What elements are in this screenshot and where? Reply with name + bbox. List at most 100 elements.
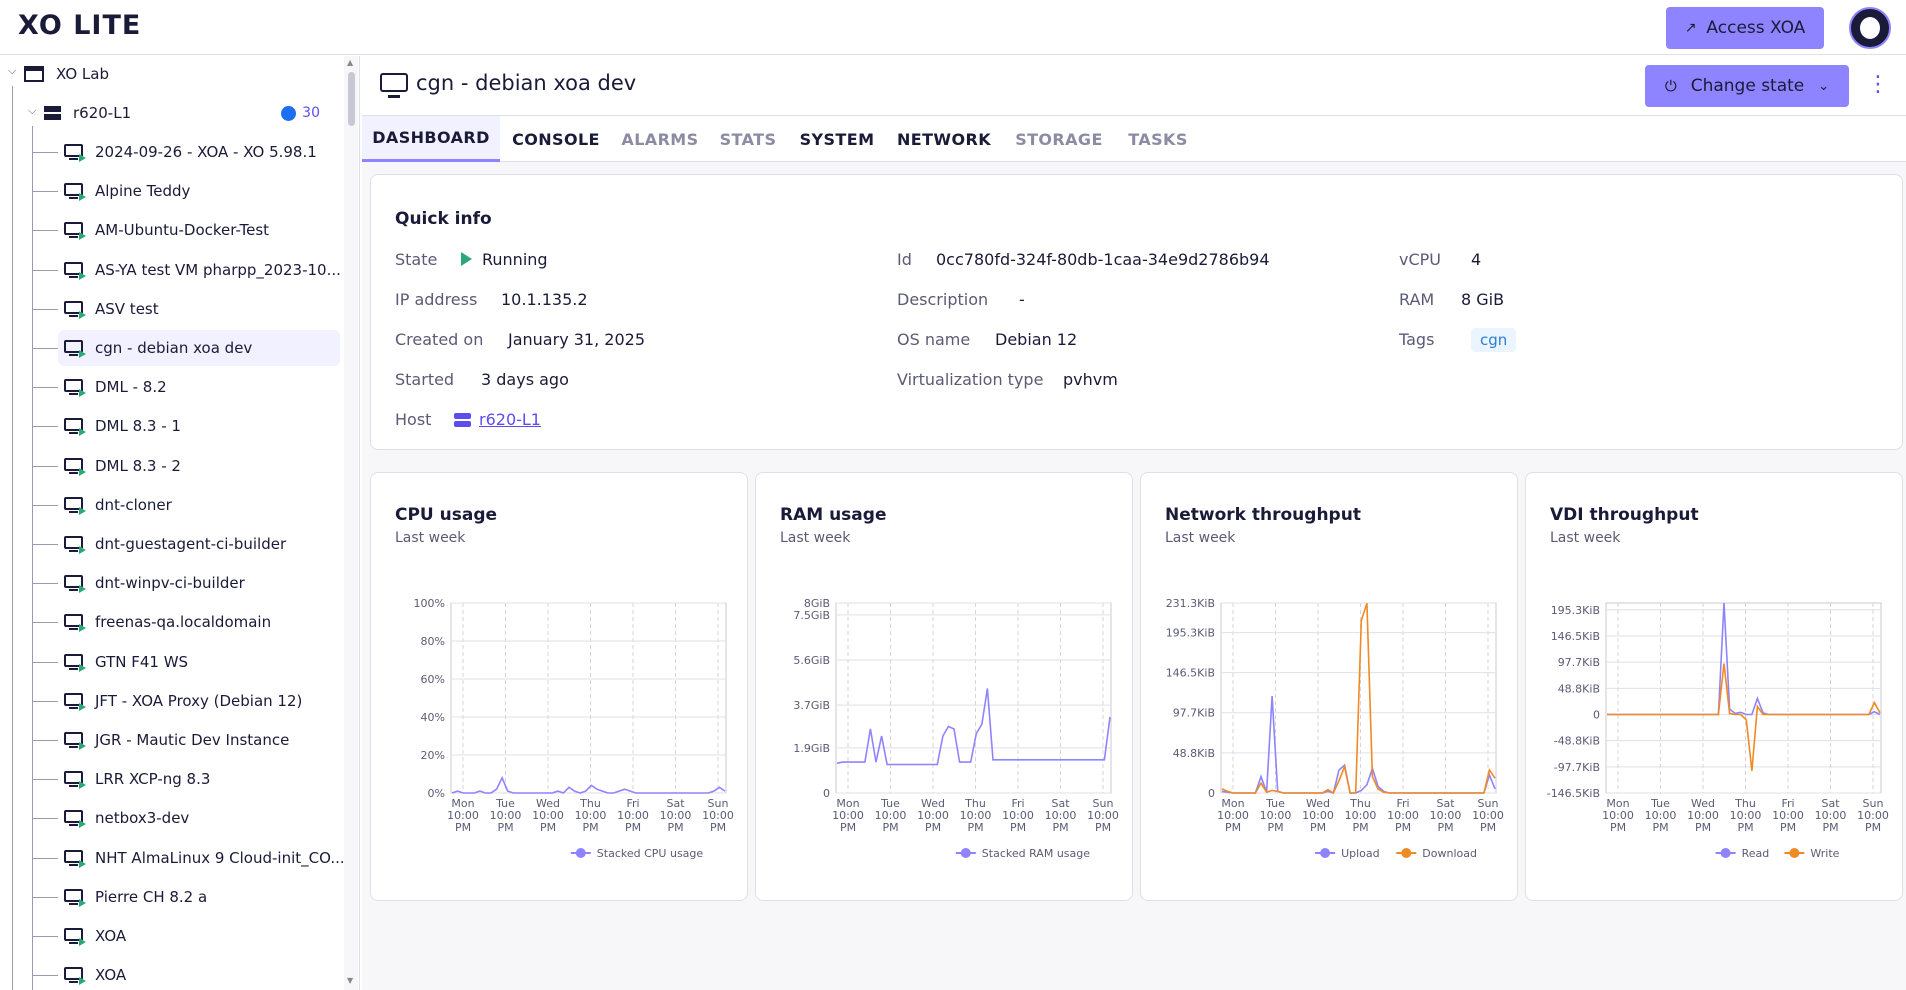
x-tick-label: Tue (1650, 797, 1670, 810)
tree-branch (32, 700, 58, 702)
y-tick-label: 231.3KiB (1166, 597, 1215, 610)
sidebar-item-label: netbox3-dev (95, 809, 190, 828)
tree-branch (32, 740, 58, 741)
x-tick-label: Sun (1093, 797, 1114, 810)
x-tick-label: Fri (1396, 797, 1409, 810)
scroll-down-arrow[interactable]: ▼ (347, 976, 354, 985)
quick-info-title: Quick info (395, 209, 492, 229)
vm-running-icon (63, 535, 86, 554)
x-tick-label: 10:00 (575, 809, 607, 822)
sidebar-vm-item[interactable]: Pierre CH 8.2 a (58, 879, 340, 915)
collapse-host-chevron[interactable]: ⌵ (28, 104, 37, 117)
scroll-up-arrow[interactable]: ▲ (347, 58, 354, 67)
sidebar-scrollbar[interactable] (344, 56, 358, 990)
sidebar-item-label: NHT AlmaLinux 9 Cloud-init_CO... (95, 848, 345, 867)
sidebar-item-label: ASV test (95, 299, 159, 318)
x-tick-label: Wed (921, 797, 945, 810)
sidebar-vm-item[interactable]: DML - 8.2 (58, 369, 340, 405)
tab-tasks[interactable]: TASKS (1128, 129, 1188, 149)
sidebar-vm-item[interactable]: dnt-cloner (58, 487, 340, 523)
sidebar-vm-item[interactable]: XOA (58, 957, 340, 990)
x-tick-label: PM (1652, 821, 1668, 834)
y-tick-label: 0% (428, 787, 445, 800)
sidebar-vm-item[interactable]: 2024-09-26 - XOA - XO 5.98.1 (58, 134, 340, 170)
app-logo[interactable]: XO LITE (18, 10, 142, 41)
sidebar-item-label: XOA (95, 927, 127, 945)
legend-label[interactable]: Stacked RAM usage (982, 847, 1090, 860)
x-tick-label: PM (1737, 821, 1753, 834)
sidebar-vm-item[interactable]: dnt-winpv-ci-builder (58, 565, 340, 601)
legend-label[interactable]: Read (1742, 847, 1770, 860)
chevron-down-icon: ⌄ (1818, 78, 1830, 94)
y-tick-label: -48.8KiB (1554, 735, 1600, 748)
legend-label[interactable]: Download (1422, 847, 1477, 860)
tab-storage[interactable]: STORAGE (1015, 129, 1103, 149)
legend-label[interactable]: Write (1810, 847, 1839, 860)
sidebar-vm-item[interactable]: JFT - XOA Proxy (Debian 12) (58, 683, 340, 719)
tree-branch (32, 269, 58, 271)
tab-network[interactable]: NETWORK (896, 129, 991, 149)
state-value: Running (461, 250, 548, 269)
sidebar-vm-item[interactable]: LRR XCP-ng 8.3 (58, 761, 340, 797)
tree-branch (32, 583, 58, 585)
x-tick-label: 10:00 (1602, 809, 1634, 822)
legend-label[interactable]: Upload (1341, 847, 1380, 860)
tab-alarms[interactable]: ALARMS (621, 129, 699, 149)
host-link[interactable]: r620-L1 (479, 410, 541, 429)
sidebar-vm-item[interactable]: netbox3-dev (58, 800, 340, 836)
sidebar-vm-item[interactable]: AS-YA test VM pharpp_2023-10... (58, 252, 341, 288)
sidebar-vm-item[interactable]: cgn - debian xoa dev (58, 330, 340, 366)
tag-chip[interactable]: cgn (1471, 328, 1517, 352)
sidebar-vm-item[interactable]: DML 8.3 - 2 (58, 448, 340, 484)
sidebar-vm-item[interactable]: dnt-guestagent-ci-builder (58, 526, 340, 562)
ram-value: 8 GiB (1461, 290, 1505, 309)
sidebar-vm-item[interactable]: freenas-qa.localdomain (58, 604, 340, 640)
server-icon (44, 106, 61, 120)
y-tick-label: 7.5GiB (793, 609, 830, 622)
sidebar-vm-item[interactable]: XOA (58, 918, 340, 954)
y-tick-label: 97.7KiB (1558, 656, 1600, 669)
sidebar-vm-item[interactable]: AM-Ubuntu-Docker-Test (58, 212, 340, 248)
vcpu-value: 4 (1471, 250, 1482, 269)
vm-count: 30 (302, 105, 320, 121)
sidebar-vm-item[interactable]: JGR - Mautic Dev Instance (58, 722, 340, 758)
access-xoa-button[interactable]: ↗ Access XOA (1666, 7, 1824, 49)
y-tick-label: 20% (421, 749, 445, 762)
x-tick-label: Sat (1051, 797, 1070, 810)
x-tick-label: 10:00 (532, 809, 564, 822)
external-link-icon: ↗ (1684, 20, 1697, 36)
y-tick-label: 40% (421, 711, 445, 724)
sidebar-item-pool[interactable]: XO Lab (24, 56, 109, 92)
x-tick-label: Tue (495, 797, 515, 810)
y-tick-label: 146.5KiB (1551, 630, 1600, 643)
legend-swatch-dot (1401, 848, 1412, 858)
legend-label[interactable]: Stacked CPU usage (597, 847, 704, 860)
vcpu-label: vCPU (1399, 250, 1441, 269)
sidebar-vm-item[interactable]: GTN F41 WS (58, 644, 340, 680)
os-label: OS name (897, 330, 971, 349)
change-state-button[interactable]: ⏻ Change state ⌄ (1645, 65, 1849, 107)
sidebar-vm-item[interactable]: NHT AlmaLinux 9 Cloud-init_CO... (58, 840, 345, 876)
x-tick-label: 10:00 (1087, 809, 1119, 822)
x-tick-label: PM (1437, 821, 1453, 834)
y-tick-label: 1.9GiB (793, 742, 830, 755)
tab-stats[interactable]: STATS (719, 129, 777, 149)
sidebar-scroll-thumb[interactable] (348, 72, 355, 126)
sidebar-vm-item[interactable]: Alpine Teddy (58, 173, 340, 209)
tab-dashboard[interactable]: DASHBOARD (362, 116, 500, 162)
series-line (451, 775, 726, 794)
created-label: Created on (395, 330, 484, 349)
collapse-pool-chevron[interactable]: ⌵ (8, 64, 17, 77)
user-avatar[interactable] (1849, 7, 1891, 49)
x-tick-label: Sat (1436, 797, 1455, 810)
tags-label: Tags (1399, 330, 1435, 349)
tab-system[interactable]: SYSTEM (799, 129, 875, 149)
tab-console[interactable]: CONSOLE (512, 129, 600, 149)
more-options-icon[interactable]: ⋮ (1867, 72, 1889, 97)
chart-title: RAM usage (780, 505, 887, 525)
sidebar-item-host[interactable]: r620-L1 30 (44, 95, 340, 131)
host-vm-count-badge: 30 (281, 105, 320, 121)
x-tick-label: Sat (666, 797, 685, 810)
sidebar-vm-item[interactable]: DML 8.3 - 1 (58, 408, 340, 444)
sidebar-vm-item[interactable]: ASV test (58, 291, 340, 327)
